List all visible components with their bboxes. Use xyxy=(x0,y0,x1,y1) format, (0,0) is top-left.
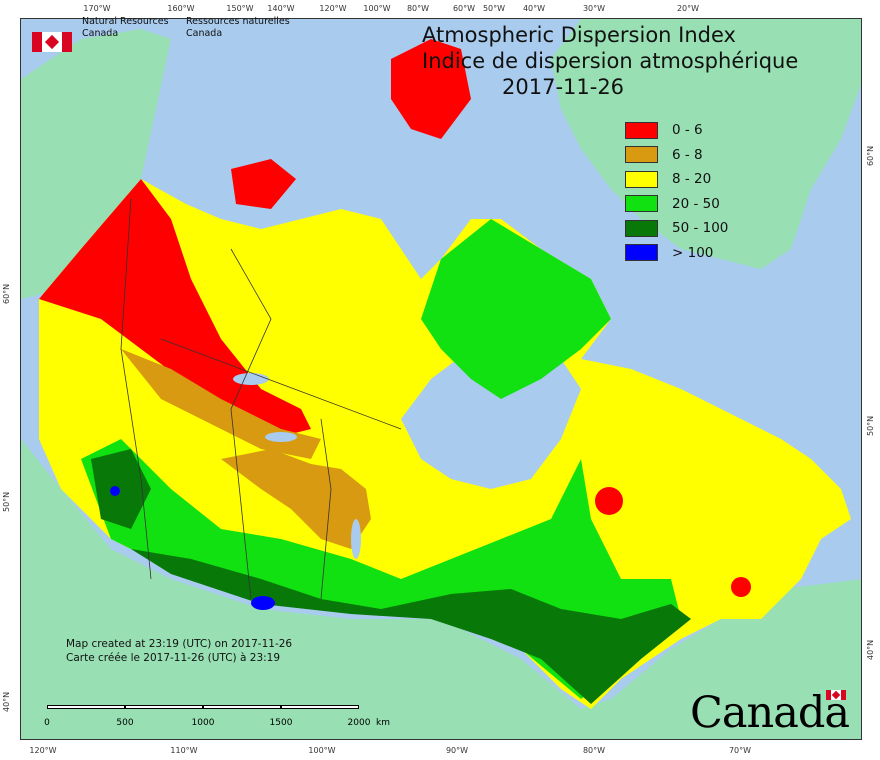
scale-segment xyxy=(281,705,359,709)
tick-right-50n: 50°N xyxy=(866,415,875,436)
legend-label: 50 - 100 xyxy=(672,220,729,237)
tick-bottom-100w: 100°W xyxy=(308,746,336,755)
map-credit-fr: Carte créée le 2017-11-26 (UTC) à 23:19 xyxy=(66,652,281,664)
agency-flag-icon xyxy=(32,32,72,52)
legend-item: 0 - 6 xyxy=(625,118,728,143)
tick-right-40n: 40°N xyxy=(866,639,875,660)
great-slave-lake xyxy=(233,373,269,385)
legend-label: 6 - 8 xyxy=(672,146,703,163)
legend: 0 - 6 6 - 8 8 - 20 20 - 50 50 - 100 > 10… xyxy=(625,118,728,265)
tick-top-150w: 150°W xyxy=(226,4,254,13)
tick-top-40w: 40°W xyxy=(522,4,546,13)
legend-swatch xyxy=(625,219,658,237)
alaska-landmass xyxy=(21,29,171,299)
zone-0-6-maritimes xyxy=(731,577,751,597)
legend-label: 8 - 20 xyxy=(672,171,712,188)
legend-label: 0 - 6 xyxy=(672,122,703,139)
zone-over-100-bc xyxy=(110,486,120,496)
tick-top-140w: 140°W xyxy=(267,4,295,13)
tick-left-50n: 50°N xyxy=(2,491,11,512)
legend-label: > 100 xyxy=(672,244,714,261)
legend-swatch xyxy=(625,244,658,262)
scale-label: 1500 xyxy=(269,718,293,728)
legend-label: 20 - 50 xyxy=(672,195,720,212)
scale-label: 1000 xyxy=(191,718,215,728)
tick-top-20w: 20°W xyxy=(676,4,700,13)
tick-top-100w: 100°W xyxy=(363,4,391,13)
tick-left-40n: 40°N xyxy=(2,691,11,712)
tick-top-160w: 160°W xyxy=(167,4,195,13)
border-line-north xyxy=(160,338,402,430)
scale-segment xyxy=(47,705,125,709)
scale-unit: km xyxy=(376,718,390,728)
tick-bottom-110w: 110°W xyxy=(170,746,198,755)
tick-top-120w: 120°W xyxy=(319,4,347,13)
tick-bottom-120w: 120°W xyxy=(29,746,57,755)
zone-6-8-mackenzie xyxy=(121,349,321,459)
agency-name-en: Natural Resources Canada xyxy=(82,16,169,40)
zone-20-50-east xyxy=(421,219,611,399)
tick-right-60n: 60°N xyxy=(866,145,875,166)
zone-0-6-quebec xyxy=(595,487,623,515)
map-credit-en: Map created at 23:19 (UTC) on 2017-11-26 xyxy=(66,638,293,650)
lake-athabasca xyxy=(265,432,297,442)
tick-left-60n: 60°N xyxy=(2,283,11,304)
agency-en-line-1: Natural Resources xyxy=(82,16,169,27)
agency-en-line-2: Canada xyxy=(82,28,119,39)
legend-swatch xyxy=(625,146,658,164)
lake-winnipeg xyxy=(351,519,361,559)
canada-wordmark: Canada xyxy=(690,688,850,738)
usa-landmass xyxy=(21,439,861,739)
scale-bar: 0 500 1000 1500 2000 km xyxy=(44,705,390,728)
agency-fr-line-2: Canada xyxy=(186,28,223,39)
zone-6-8-prairie xyxy=(221,449,371,549)
legend-item: 6 - 8 xyxy=(625,143,728,168)
border-line-manitoba xyxy=(320,418,332,600)
map-credit: Map created at 23:19 (UTC) on 2017-11-26… xyxy=(66,637,292,665)
legend-item: 50 - 100 xyxy=(625,216,728,241)
map-title-fr: Indice de dispersion atmosphérique xyxy=(422,49,799,73)
legend-item: 20 - 50 xyxy=(625,192,728,217)
map-svg xyxy=(21,19,861,739)
map-canvas[interactable] xyxy=(20,18,862,740)
scale-label: 2000 xyxy=(347,718,371,728)
tick-bottom-80w: 80°W xyxy=(582,746,606,755)
legend-swatch xyxy=(625,170,658,188)
scale-segment xyxy=(203,705,281,709)
legend-item: 8 - 20 xyxy=(625,167,728,192)
zone-50-100-bc xyxy=(91,449,151,529)
tick-top-80w: 80°W xyxy=(406,4,430,13)
zone-50-100-south xyxy=(131,549,691,704)
agency-fr-line-1: Ressources naturelles xyxy=(186,16,290,27)
tick-top-30w: 30°W xyxy=(582,4,606,13)
scale-label: 500 xyxy=(116,718,134,728)
tick-top-50w: 50°W xyxy=(482,4,506,13)
zone-over-100-south xyxy=(251,596,275,610)
zone-0-6-arctic-north xyxy=(391,39,471,139)
map-title: Atmospheric Dispersion Index Indice de d… xyxy=(422,22,798,100)
legend-swatch xyxy=(625,195,658,213)
wordmark-flag-icon xyxy=(826,690,846,700)
legend-item: > 100 xyxy=(625,241,728,266)
legend-swatch xyxy=(625,121,658,139)
border-line-west xyxy=(120,198,152,580)
map-title-en: Atmospheric Dispersion Index xyxy=(422,23,736,47)
tick-bottom-70w: 70°W xyxy=(728,746,752,755)
map-date: 2017-11-26 xyxy=(502,75,625,99)
scale-segment xyxy=(125,705,203,709)
tick-top-60w: 60°W xyxy=(452,4,476,13)
tick-bottom-90w: 90°W xyxy=(445,746,469,755)
tick-top-170w: 170°W xyxy=(83,4,111,13)
border-line-central xyxy=(230,248,272,600)
zone-0-6-arctic-west xyxy=(231,159,296,209)
scale-label: 0 xyxy=(44,718,50,728)
agency-name-fr: Ressources naturelles Canada xyxy=(186,16,290,40)
